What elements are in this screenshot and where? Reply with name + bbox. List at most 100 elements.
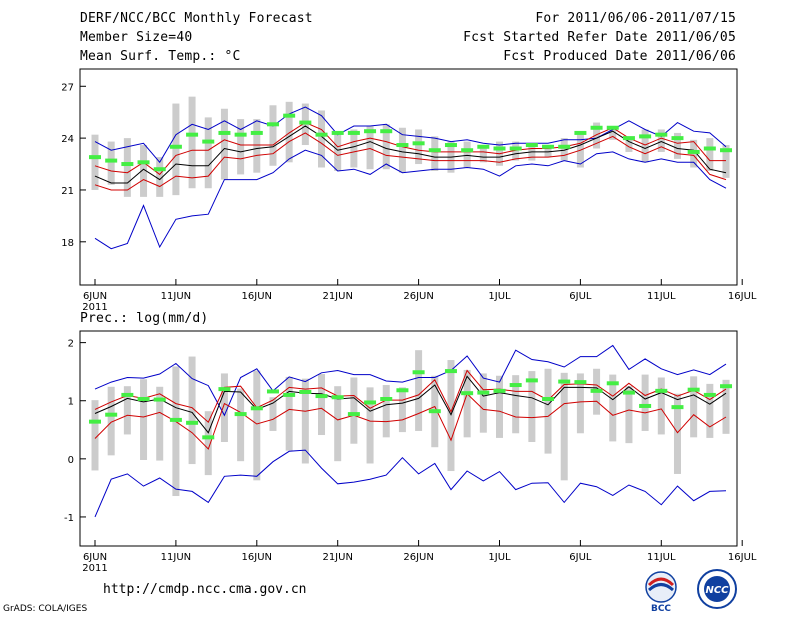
prec-xtick-label: 16JUL	[728, 552, 757, 563]
temp-year-label: 2011	[82, 302, 107, 313]
prec-range-box	[528, 371, 536, 442]
temp-range-box	[285, 101, 293, 163]
prec-range-box	[641, 374, 649, 431]
temp-xtick-label: 11JUN	[161, 291, 191, 302]
prec-range-box	[285, 376, 293, 451]
temp-ytick-label: 18	[61, 238, 74, 249]
prec-ytick-label: 0	[68, 455, 74, 466]
temp-range-box	[641, 129, 649, 163]
prec-range-box	[269, 397, 277, 431]
prec-range-box	[188, 356, 196, 465]
temp-ytick-label: 24	[61, 134, 74, 145]
prec-xtick-label: 6JUL	[569, 552, 592, 563]
temp-range-box	[123, 138, 131, 197]
grads-credit: GrADS: COLA/IGES	[3, 604, 88, 614]
temp-range-box	[560, 138, 568, 161]
temp-series-min	[94, 149, 727, 250]
prec-ytick-label: -1	[64, 513, 74, 524]
prec-series-upper	[94, 369, 727, 424]
temp-range-box	[382, 124, 390, 170]
prec-range-box	[657, 377, 665, 435]
ncc-logo-text: NCC	[705, 585, 729, 596]
prec-range-box	[560, 372, 568, 481]
prec-range-box	[123, 386, 131, 435]
temp-range-box	[350, 129, 358, 168]
prec-range-box	[237, 388, 245, 462]
prec-range-box	[382, 385, 390, 438]
prec-range-box	[544, 368, 552, 454]
prec-frame	[79, 330, 738, 547]
logos: BCC NCC	[645, 569, 737, 614]
temp-range-box	[415, 129, 423, 165]
prec-range-box	[673, 393, 681, 474]
prec-range-box	[706, 383, 714, 438]
prec-ytick-label: 1	[68, 397, 74, 408]
ncc-logo: NCC	[697, 569, 737, 609]
prec-xtick-label: 6JUN	[83, 552, 107, 563]
temp-range-box	[479, 145, 487, 163]
top-variable-label: Mean Surf. Temp.: °C	[80, 49, 241, 64]
temp-frame	[79, 68, 738, 286]
prec-range-box	[318, 374, 326, 436]
temp-range-box	[172, 103, 180, 196]
temp-range-box	[593, 122, 601, 149]
start-ref-date: Fcst Started Refer Date 2011/06/05	[463, 30, 736, 45]
prec-range-box	[334, 386, 342, 462]
temp-xtick-label: 1JUL	[488, 291, 511, 302]
temp-range-box	[220, 108, 228, 180]
bottom-variable-label: Prec.: log(mm/d)	[80, 311, 209, 326]
temp-ytick-label: 27	[61, 82, 74, 93]
prec-series-lower	[94, 392, 727, 450]
temp-range-box	[463, 141, 471, 168]
temp-range-box	[673, 132, 681, 159]
temp-xtick-label: 16JUN	[242, 291, 272, 302]
prec-series-min	[94, 449, 727, 518]
temp-xtick-label: 16JUL	[728, 291, 757, 302]
prec-range-box	[172, 366, 180, 497]
prec-range-box	[625, 386, 633, 444]
prec-ytick-label: 2	[68, 339, 74, 350]
temp-range-box	[512, 141, 520, 161]
prec-range-box	[496, 375, 503, 438]
forecast-period: For 2011/06/06-2011/07/15	[535, 11, 736, 26]
prec-range-box	[463, 369, 471, 438]
temp-range-box	[609, 126, 617, 140]
temp-series-mean	[94, 125, 727, 184]
prec-range-box	[609, 374, 617, 442]
temp-range-box	[576, 134, 584, 168]
temp-xtick-label: 26JUN	[403, 291, 433, 302]
temp-range-box	[318, 110, 326, 168]
temp-range-box	[657, 129, 665, 152]
source-url[interactable]: http://cmdp.ncc.cma.gov.cn	[103, 582, 307, 597]
prec-range-box	[204, 411, 212, 476]
temp-range-box	[398, 127, 406, 173]
prec-range-box	[415, 350, 423, 431]
prec-range-box	[253, 370, 261, 481]
prec-range-box	[366, 387, 374, 464]
prec-range-box	[512, 375, 520, 434]
temp-range-box	[366, 126, 374, 170]
temp-range-box	[188, 96, 196, 189]
prec-xtick-label: 16JUN	[242, 552, 272, 563]
prec-range-box	[301, 378, 309, 464]
temp-range-box	[269, 105, 277, 166]
prec-xtick-label: 26JUN	[403, 552, 433, 563]
prec-range-box	[156, 386, 164, 461]
produced-date: Fcst Produced Date 2011/06/06	[503, 49, 736, 64]
prec-range-box	[91, 400, 99, 471]
temp-range-box	[706, 138, 714, 171]
temp-series-max	[94, 106, 727, 164]
prec-xtick-label: 21JUN	[322, 552, 352, 563]
prec-series-max	[94, 344, 727, 417]
temp-range-box	[625, 136, 633, 152]
temp-range-box	[204, 117, 212, 189]
temp-ytick-label: 21	[61, 186, 74, 197]
temp-range-box	[544, 145, 552, 158]
temp-range-box	[156, 157, 164, 197]
chart-title: DERF/NCC/BCC Monthly Forecast	[80, 11, 313, 26]
prec-range-box	[220, 373, 228, 442]
prec-range-box	[350, 377, 358, 444]
temp-series-upper	[94, 122, 726, 176]
prec-range-box	[576, 373, 584, 434]
